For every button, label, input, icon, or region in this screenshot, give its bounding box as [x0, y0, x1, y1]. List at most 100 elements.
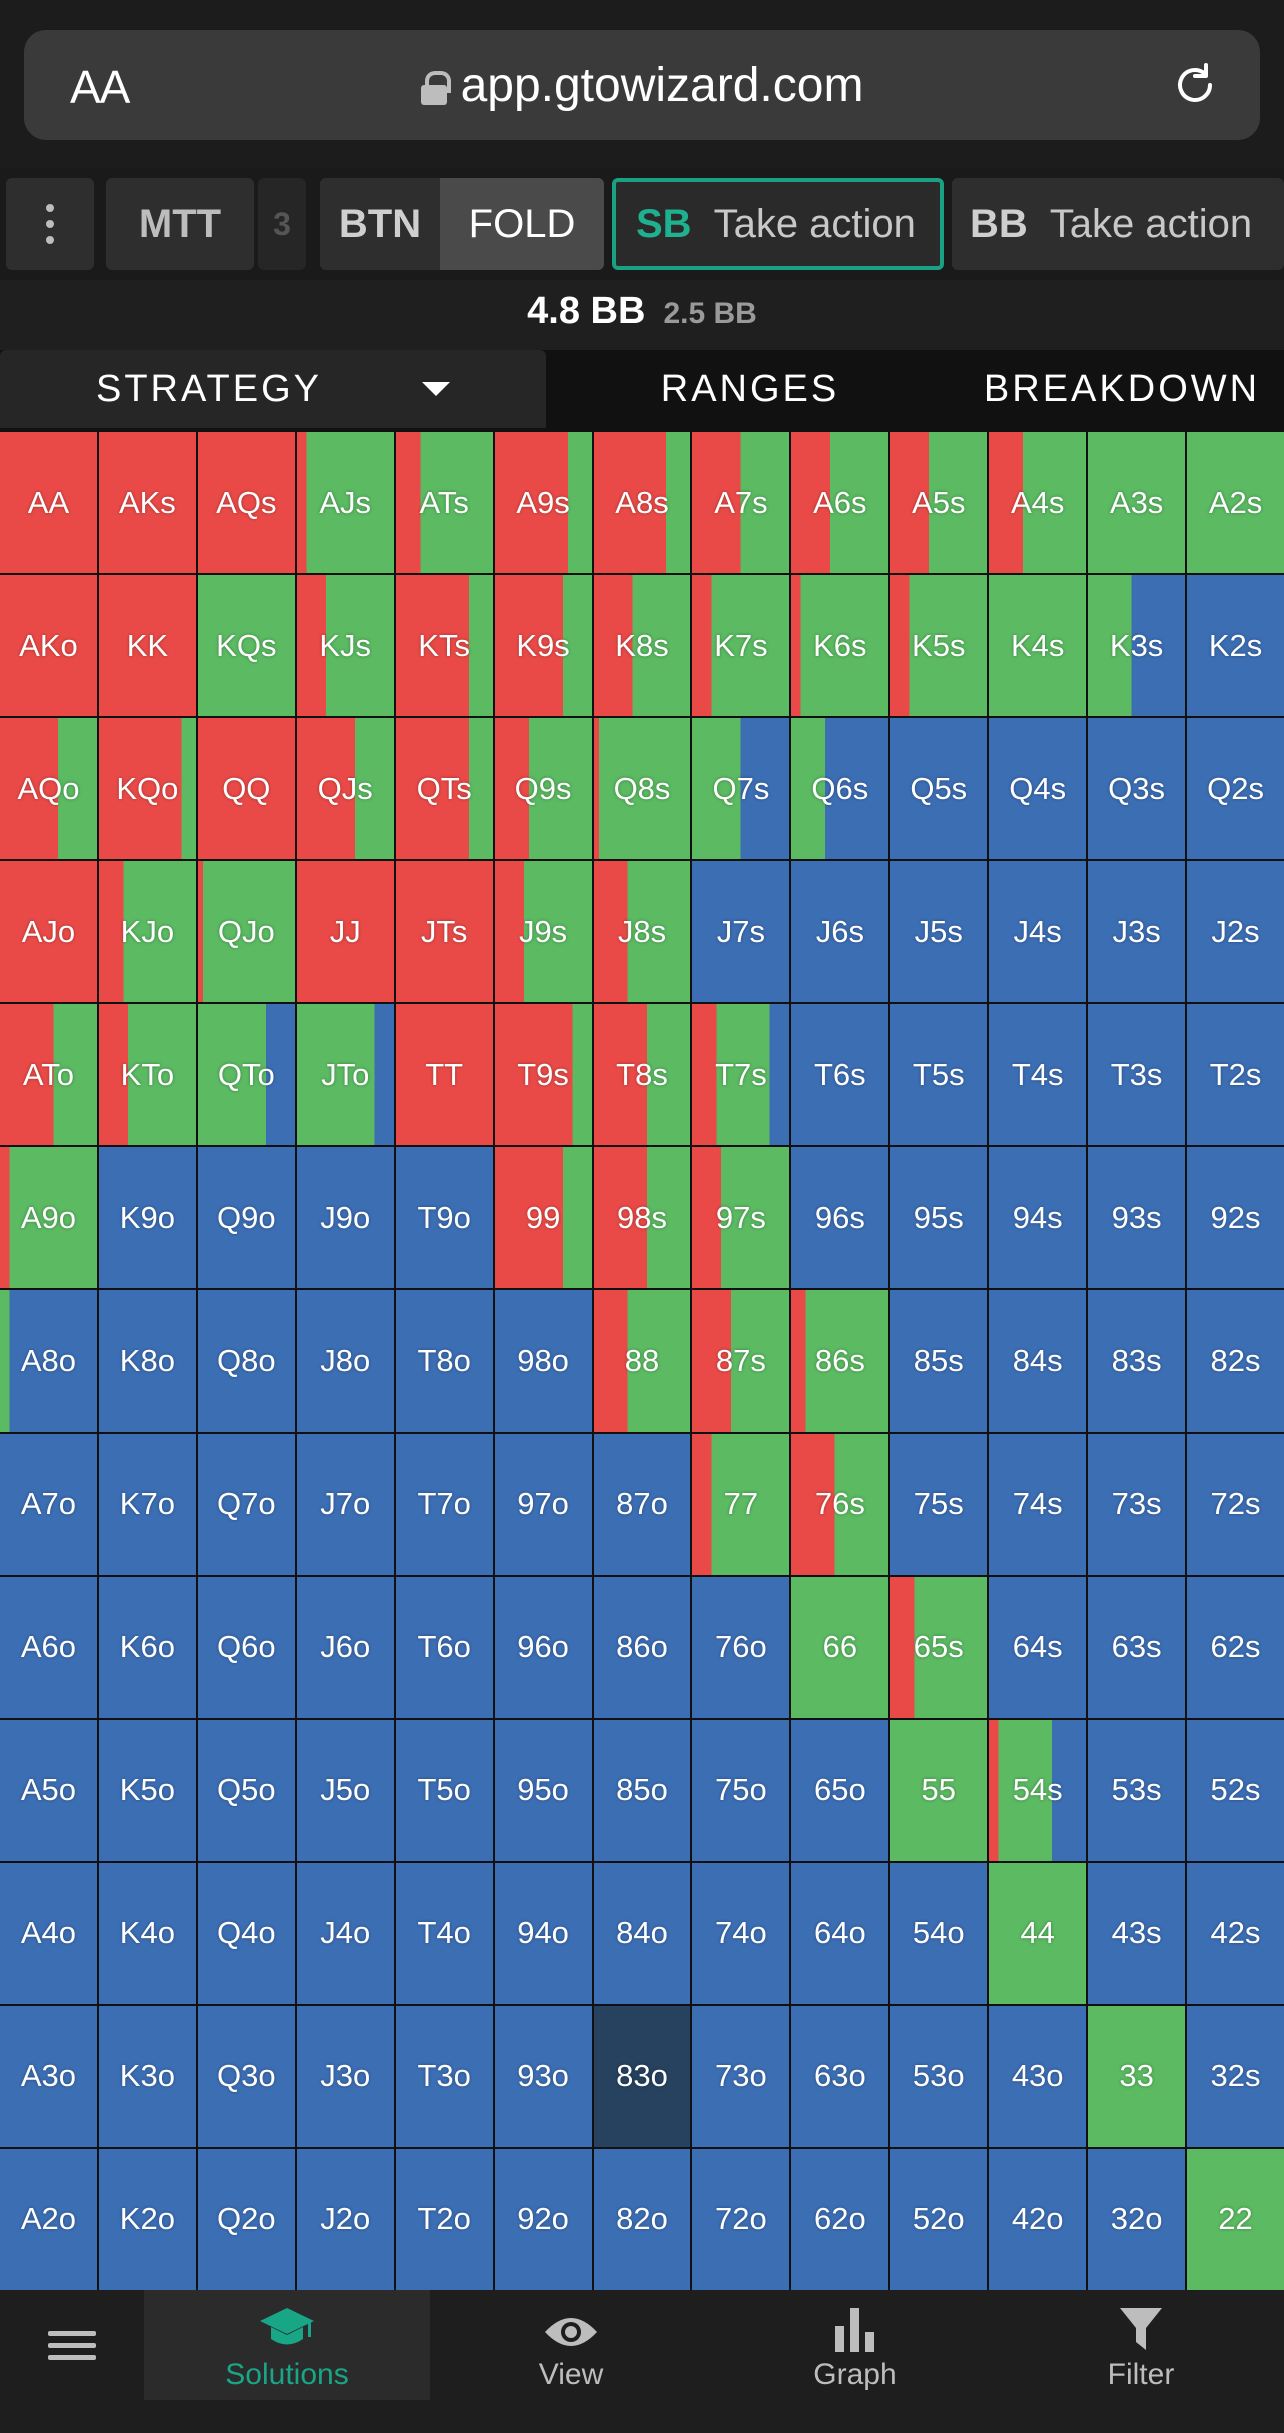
hand-cell-T4o[interactable]: T4o: [395, 1862, 493, 2004]
nav-graph[interactable]: Graph: [712, 2290, 998, 2400]
hand-cell-T3o[interactable]: T3o: [395, 2005, 493, 2147]
hand-cell-42s[interactable]: 42s: [1187, 1862, 1284, 2004]
hand-cell-AA[interactable]: AA: [0, 432, 97, 574]
hand-cell-K9o[interactable]: K9o: [98, 1147, 196, 1289]
hand-cell-TT[interactable]: TT: [395, 1004, 493, 1146]
hand-cell-KK[interactable]: KK: [98, 575, 196, 717]
url-bar[interactable]: AA app.gtowizard.com: [24, 30, 1260, 140]
hand-cell-62o[interactable]: 62o: [791, 2148, 889, 2290]
hand-cell-95o[interactable]: 95o: [494, 1719, 592, 1861]
hand-cell-A7s[interactable]: A7s: [692, 432, 790, 574]
hand-cell-K5s[interactable]: K5s: [890, 575, 988, 717]
hand-cell-T7s[interactable]: T7s: [692, 1004, 790, 1146]
hand-cell-QJo[interactable]: QJo: [197, 861, 295, 1003]
hand-cell-AKs[interactable]: AKs: [98, 432, 196, 574]
hand-cell-86o[interactable]: 86o: [593, 1576, 691, 1718]
hand-cell-77[interactable]: 77: [692, 1433, 790, 1575]
hand-cell-A3s[interactable]: A3s: [1088, 432, 1186, 574]
hand-cell-JJ[interactable]: JJ: [296, 861, 394, 1003]
hand-cell-K6s[interactable]: K6s: [791, 575, 889, 717]
tab-breakdown[interactable]: BREAKDOWN: [983, 367, 1261, 410]
hand-cell-AKo[interactable]: AKo: [0, 575, 97, 717]
hand-cell-A2s[interactable]: A2s: [1187, 432, 1284, 574]
hand-cell-Q6o[interactable]: Q6o: [197, 1576, 295, 1718]
hand-cell-76s[interactable]: 76s: [791, 1433, 889, 1575]
hand-cell-T3s[interactable]: T3s: [1088, 1004, 1186, 1146]
hand-cell-T9s[interactable]: T9s: [494, 1004, 592, 1146]
hand-cell-33[interactable]: 33: [1088, 2005, 1186, 2147]
hand-cell-J6o[interactable]: J6o: [296, 1576, 394, 1718]
hand-cell-99[interactable]: 99: [494, 1147, 592, 1289]
hand-cell-QQ[interactable]: QQ: [197, 718, 295, 860]
hand-cell-K8o[interactable]: K8o: [98, 1290, 196, 1432]
hand-cell-32o[interactable]: 32o: [1088, 2148, 1186, 2290]
hand-cell-KQo[interactable]: KQo: [98, 718, 196, 860]
hand-cell-Q8o[interactable]: Q8o: [197, 1290, 295, 1432]
hand-cell-Q7s[interactable]: Q7s: [692, 718, 790, 860]
hand-cell-74o[interactable]: 74o: [692, 1862, 790, 2004]
hand-cell-93o[interactable]: 93o: [494, 2005, 592, 2147]
hand-cell-84s[interactable]: 84s: [989, 1290, 1087, 1432]
hand-cell-T6o[interactable]: T6o: [395, 1576, 493, 1718]
hand-cell-QTo[interactable]: QTo: [197, 1004, 295, 1146]
hand-cell-K9s[interactable]: K9s: [494, 575, 592, 717]
hand-cell-94s[interactable]: 94s: [989, 1147, 1087, 1289]
hand-cell-95s[interactable]: 95s: [890, 1147, 988, 1289]
hand-cell-JTo[interactable]: JTo: [296, 1004, 394, 1146]
url-display[interactable]: app.gtowizard.com: [24, 58, 1260, 113]
hand-cell-76o[interactable]: 76o: [692, 1576, 790, 1718]
hand-cell-T8s[interactable]: T8s: [593, 1004, 691, 1146]
hand-cell-87s[interactable]: 87s: [692, 1290, 790, 1432]
hand-cell-65s[interactable]: 65s: [890, 1576, 988, 1718]
nav-solutions[interactable]: Solutions: [144, 2290, 430, 2400]
hand-cell-A5o[interactable]: A5o: [0, 1719, 97, 1861]
mtt-button[interactable]: MTT: [106, 178, 254, 270]
hand-cell-74s[interactable]: 74s: [989, 1433, 1087, 1575]
hand-cell-42o[interactable]: 42o: [989, 2148, 1087, 2290]
hand-cell-75s[interactable]: 75s: [890, 1433, 988, 1575]
hand-cell-J7o[interactable]: J7o: [296, 1433, 394, 1575]
hand-cell-T2s[interactable]: T2s: [1187, 1004, 1284, 1146]
hand-cell-Q9o[interactable]: Q9o: [197, 1147, 295, 1289]
hand-cell-92s[interactable]: 92s: [1187, 1147, 1284, 1289]
hand-cell-Q5s[interactable]: Q5s: [890, 718, 988, 860]
hand-cell-A4s[interactable]: A4s: [989, 432, 1087, 574]
hand-cell-AQs[interactable]: AQs: [197, 432, 295, 574]
hand-cell-A4o[interactable]: A4o: [0, 1862, 97, 2004]
hand-cell-Q4s[interactable]: Q4s: [989, 718, 1087, 860]
hand-cell-Q2s[interactable]: Q2s: [1187, 718, 1284, 860]
hand-cell-K4s[interactable]: K4s: [989, 575, 1087, 717]
hand-cell-73s[interactable]: 73s: [1088, 1433, 1186, 1575]
hand-cell-53s[interactable]: 53s: [1088, 1719, 1186, 1861]
reload-icon[interactable]: [1170, 60, 1220, 110]
hand-cell-62s[interactable]: 62s: [1187, 1576, 1284, 1718]
hand-cell-88[interactable]: 88: [593, 1290, 691, 1432]
bb-action-chip[interactable]: BB Take action: [952, 178, 1284, 270]
hand-cell-54s[interactable]: 54s: [989, 1719, 1087, 1861]
hand-cell-97s[interactable]: 97s: [692, 1147, 790, 1289]
hand-cell-96s[interactable]: 96s: [791, 1147, 889, 1289]
hand-cell-98s[interactable]: 98s: [593, 1147, 691, 1289]
hand-cell-J5s[interactable]: J5s: [890, 861, 988, 1003]
hand-cell-T8o[interactable]: T8o: [395, 1290, 493, 1432]
hand-cell-85o[interactable]: 85o: [593, 1719, 691, 1861]
hand-cell-K3o[interactable]: K3o: [98, 2005, 196, 2147]
hand-cell-72s[interactable]: 72s: [1187, 1433, 1284, 1575]
hand-cell-T9o[interactable]: T9o: [395, 1147, 493, 1289]
hand-cell-63o[interactable]: 63o: [791, 2005, 889, 2147]
hand-cell-A3o[interactable]: A3o: [0, 2005, 97, 2147]
hand-cell-Q7o[interactable]: Q7o: [197, 1433, 295, 1575]
nav-view[interactable]: View: [430, 2290, 712, 2400]
hand-cell-J3o[interactable]: J3o: [296, 2005, 394, 2147]
hand-cell-96o[interactable]: 96o: [494, 1576, 592, 1718]
hand-cell-92o[interactable]: 92o: [494, 2148, 592, 2290]
hand-cell-J8s[interactable]: J8s: [593, 861, 691, 1003]
hand-cell-22[interactable]: 22: [1187, 2148, 1284, 2290]
hand-cell-66[interactable]: 66: [791, 1576, 889, 1718]
hand-cell-A9s[interactable]: A9s: [494, 432, 592, 574]
hand-cell-83o[interactable]: 83o: [593, 2005, 691, 2147]
hand-cell-K5o[interactable]: K5o: [98, 1719, 196, 1861]
hand-cell-44[interactable]: 44: [989, 1862, 1087, 2004]
hand-cell-Q2o[interactable]: Q2o: [197, 2148, 295, 2290]
more-menu-button[interactable]: [6, 178, 94, 270]
